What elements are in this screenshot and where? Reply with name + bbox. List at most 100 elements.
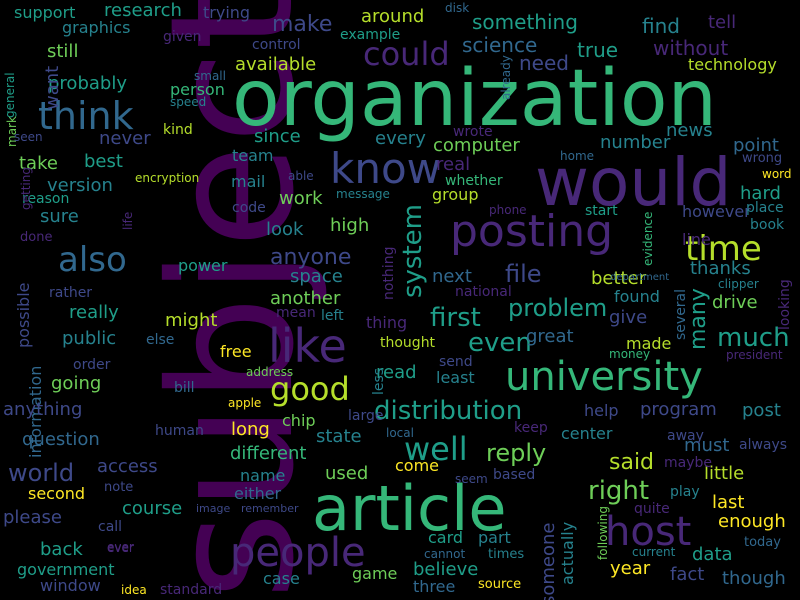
word-speed: speed <box>170 95 207 109</box>
word-based: based <box>493 467 536 483</box>
word-would: would <box>535 144 732 221</box>
word-please: please <box>3 507 62 528</box>
word-number: number <box>600 132 671 153</box>
word-world: world <box>8 459 75 487</box>
word-thought: thought <box>380 335 436 351</box>
word-president: president <box>726 348 783 362</box>
word-graphics: graphics <box>62 18 131 37</box>
word-post: post <box>742 400 781 421</box>
word-wrote: wrote <box>453 124 493 140</box>
word-times: times <box>488 547 525 562</box>
word-call: call <box>98 519 123 535</box>
word-window: window <box>40 576 101 595</box>
word-nothing: nothing <box>381 246 397 300</box>
word-technology: technology <box>688 55 777 74</box>
word-available: available <box>235 54 317 75</box>
word-today: today <box>744 535 781 550</box>
word-done: done <box>20 230 53 245</box>
word-government: government <box>17 560 115 579</box>
word-space: space <box>290 266 343 287</box>
word-though: though <box>722 568 786 589</box>
word-course: course <box>122 498 183 519</box>
word-high: high <box>330 215 370 236</box>
word-name: name <box>240 466 286 485</box>
word-better: better <box>591 268 647 289</box>
word-good: good <box>270 370 350 408</box>
word-make: make <box>272 12 333 37</box>
word-hard: hard <box>740 183 781 204</box>
word-game: game <box>352 564 398 583</box>
word-life: life <box>121 211 135 230</box>
word-question: question <box>22 429 100 450</box>
word-least: least <box>436 368 475 387</box>
word-possible: possible <box>14 282 33 348</box>
word-actually: actually <box>558 521 577 585</box>
word-going: going <box>51 373 102 394</box>
word-clipper: clipper <box>718 277 759 291</box>
word-know: know <box>330 144 441 193</box>
word-file: file <box>505 260 542 288</box>
word-part: part <box>478 528 511 547</box>
word-program: program <box>640 399 717 420</box>
word-wrong: wrong <box>742 151 783 166</box>
word-really: really <box>69 302 119 323</box>
word-home: home <box>560 149 595 163</box>
word-people: people <box>230 530 366 576</box>
word-thing: thing <box>366 313 408 332</box>
word-free: free <box>220 342 252 361</box>
word-team: team <box>232 146 274 165</box>
word-given: given <box>163 29 202 45</box>
word-take: take <box>19 153 58 174</box>
word-human: human <box>155 423 204 439</box>
word-sure: sure <box>40 206 79 227</box>
word-data: data <box>692 544 733 565</box>
word-line: line <box>682 230 711 249</box>
word-access: access <box>97 456 158 477</box>
word-else: else <box>146 332 175 348</box>
word-trying: trying <box>203 3 251 22</box>
word-example: example <box>340 27 401 43</box>
word-article: article <box>312 472 507 545</box>
word-looking: looking <box>777 279 793 330</box>
word-following: following <box>596 506 610 560</box>
word-person: person <box>170 80 225 99</box>
word-around: around <box>361 6 425 27</box>
word-believe: believe <box>413 559 479 580</box>
word-point: point <box>733 135 779 156</box>
word-someone: someone <box>538 522 559 600</box>
word-problem: problem <box>508 294 608 322</box>
word-public: public <box>62 328 117 349</box>
word-cannot: cannot <box>424 547 466 561</box>
word-local: local <box>386 426 414 440</box>
word-tell: tell <box>708 12 737 33</box>
word-book: book <box>750 217 785 233</box>
word-ever: ever <box>107 540 134 554</box>
word-little: little <box>704 463 745 484</box>
word-need: need <box>519 51 569 75</box>
word-idea: idea <box>121 583 147 597</box>
word-start: start <box>585 203 618 219</box>
word-either: either <box>234 484 282 503</box>
word-every: every <box>375 128 426 149</box>
word-remember: remember <box>241 502 299 515</box>
word-great: great <box>526 326 574 347</box>
word-found: found <box>614 287 660 306</box>
word-three: three <box>413 577 456 596</box>
word-fact: fact <box>670 564 705 585</box>
word-power: power <box>178 256 228 275</box>
word-might: might <box>165 310 218 331</box>
word-want: want <box>42 65 63 110</box>
word-never: never <box>99 128 151 149</box>
word-probably: probably <box>48 73 127 94</box>
word-place: place <box>746 200 784 216</box>
word-come: come <box>395 456 440 475</box>
word-true: true <box>577 38 619 62</box>
word-able: able <box>288 169 314 183</box>
word-case: case <box>263 569 300 588</box>
word-money: money <box>609 347 651 361</box>
word-phone: phone <box>489 203 527 217</box>
word-find: find <box>642 14 680 38</box>
word-must: must <box>684 435 730 456</box>
word-read: read <box>376 362 417 383</box>
